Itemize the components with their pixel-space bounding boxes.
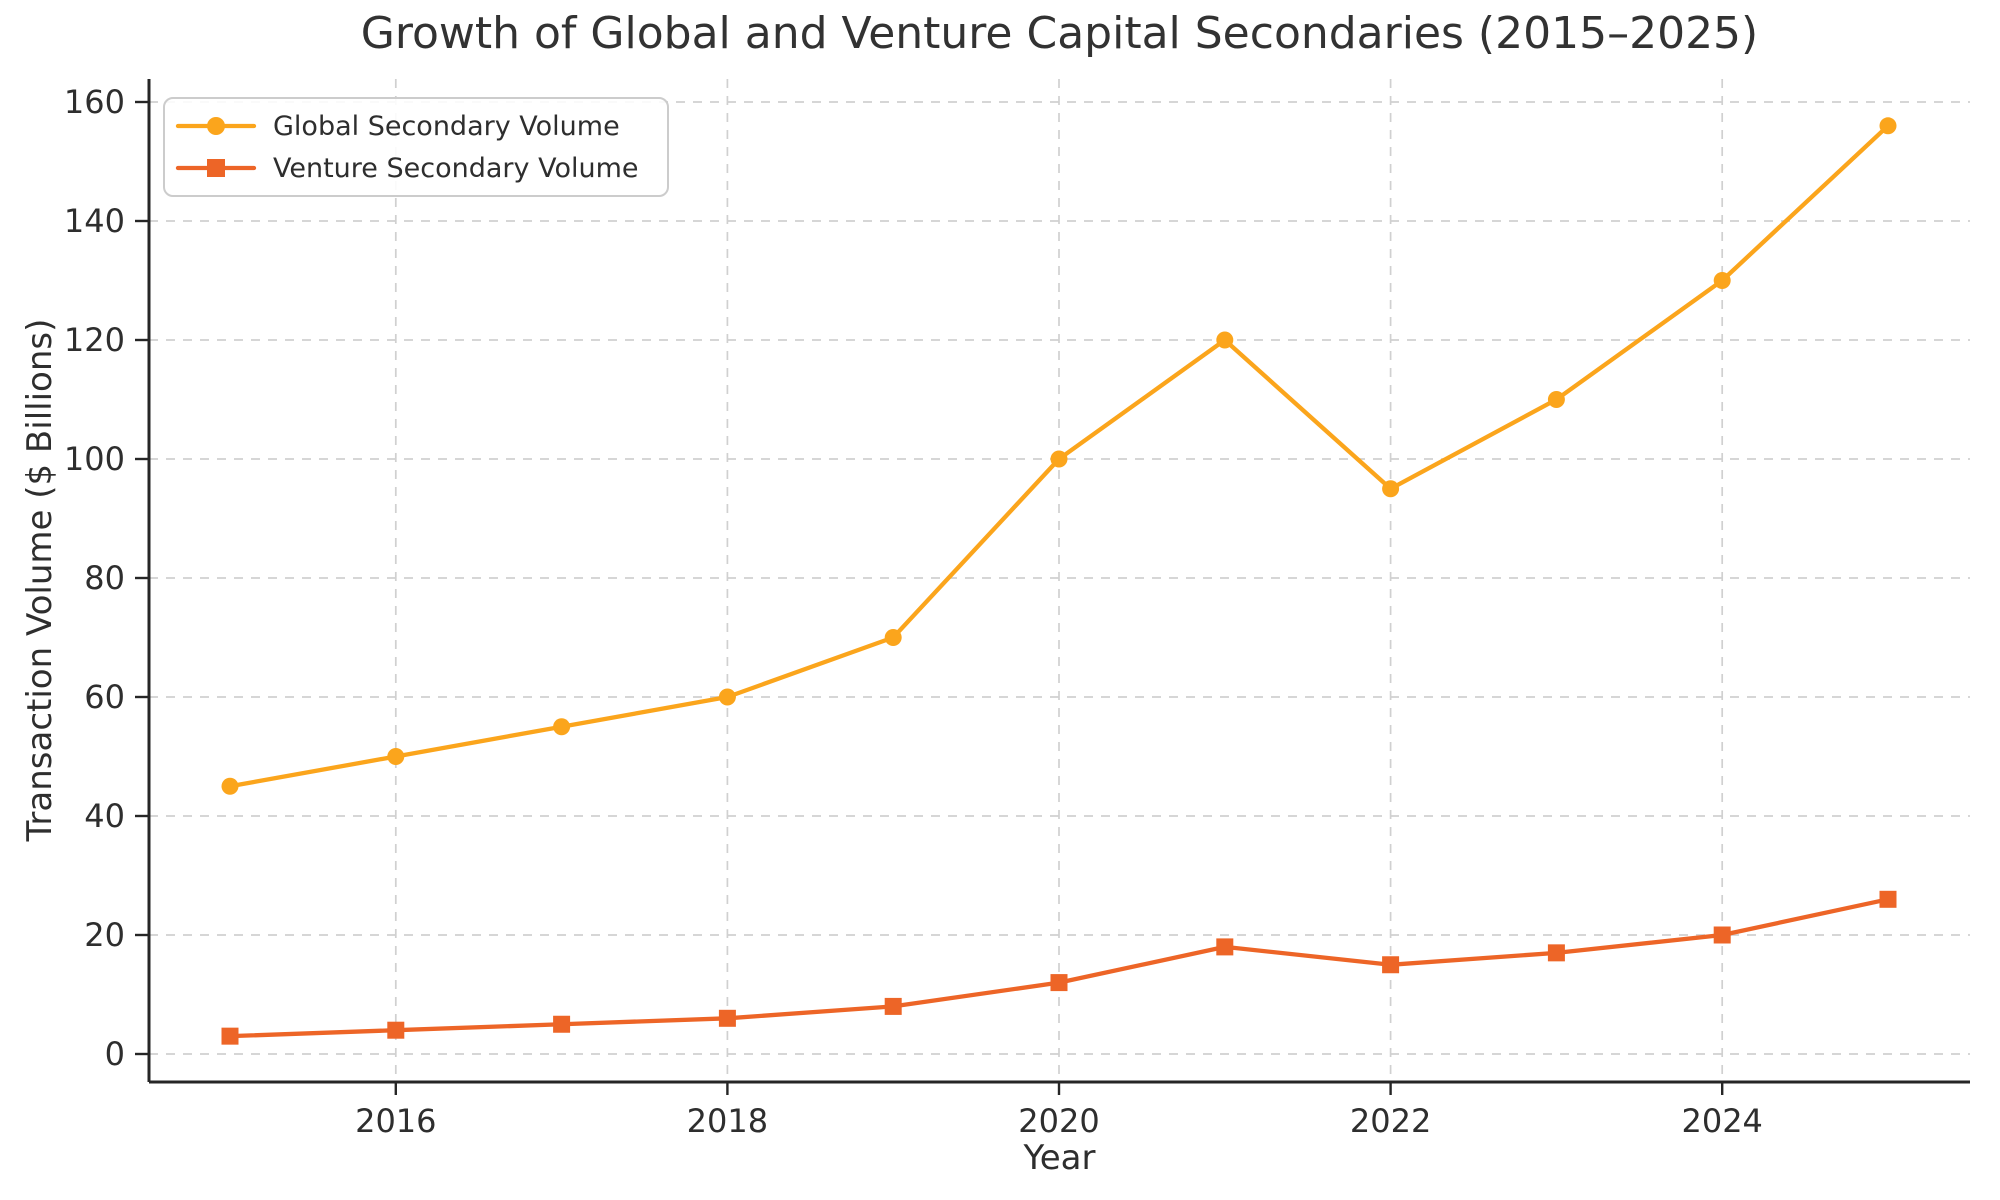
data-point-global bbox=[718, 688, 736, 706]
y-tick-label: 160 bbox=[64, 83, 125, 121]
data-point-global bbox=[553, 718, 571, 736]
y-tick-label: 40 bbox=[84, 797, 125, 835]
y-axis-label: Transaction Volume ($ Billions) bbox=[20, 318, 60, 842]
x-axis-label: Year bbox=[1023, 1138, 1096, 1178]
legend-item-venture: Venture Secondary Volume bbox=[175, 148, 639, 188]
legend-item-global: Global Secondary Volume bbox=[175, 106, 639, 146]
x-tick-label: 2020 bbox=[1018, 1102, 1099, 1140]
x-tick-label: 2024 bbox=[1681, 1102, 1762, 1140]
data-point-global bbox=[1713, 272, 1731, 289]
data-point-venture bbox=[1050, 974, 1068, 992]
data-point-global bbox=[1050, 450, 1068, 468]
x-tick-label: 2022 bbox=[1350, 1102, 1431, 1140]
venture-line-square-marker-icon bbox=[175, 159, 257, 177]
data-point-global bbox=[1547, 391, 1565, 408]
data-point-venture bbox=[1879, 890, 1897, 908]
y-tick-label: 20 bbox=[84, 916, 125, 954]
data-point-global bbox=[1382, 480, 1400, 498]
data-point-global bbox=[1879, 117, 1897, 135]
data-point-venture bbox=[387, 1021, 405, 1039]
data-point-global bbox=[387, 748, 405, 765]
data-point-venture bbox=[1382, 956, 1400, 974]
data-point-global bbox=[1216, 331, 1234, 349]
data-point-venture bbox=[1713, 926, 1731, 944]
data-point-venture bbox=[718, 1009, 736, 1027]
y-tick-label: 100 bbox=[64, 440, 125, 478]
y-tick-label: 0 bbox=[105, 1035, 125, 1073]
data-point-global bbox=[221, 777, 239, 795]
data-point-venture bbox=[553, 1015, 571, 1033]
chart-title: Growth of Global and Venture Capital Sec… bbox=[360, 8, 1759, 59]
y-tick-label: 140 bbox=[64, 202, 125, 240]
x-tick-label: 2016 bbox=[355, 1102, 436, 1140]
data-point-venture bbox=[1547, 944, 1565, 962]
legend-label-global: Global Secondary Volume bbox=[273, 110, 620, 142]
y-tick-label: 60 bbox=[84, 678, 125, 716]
data-point-venture bbox=[884, 997, 902, 1015]
legend: Global Secondary Volume Venture Secondar… bbox=[163, 97, 669, 197]
legend-label-venture: Venture Secondary Volume bbox=[273, 152, 639, 184]
data-point-venture bbox=[1216, 938, 1234, 956]
x-tick-label: 2018 bbox=[687, 1102, 768, 1140]
y-tick-label: 80 bbox=[84, 559, 125, 597]
data-point-global bbox=[884, 629, 902, 646]
y-tick-label: 120 bbox=[64, 321, 125, 359]
data-point-venture bbox=[221, 1027, 239, 1045]
global-line-circle-marker-icon bbox=[175, 117, 257, 135]
